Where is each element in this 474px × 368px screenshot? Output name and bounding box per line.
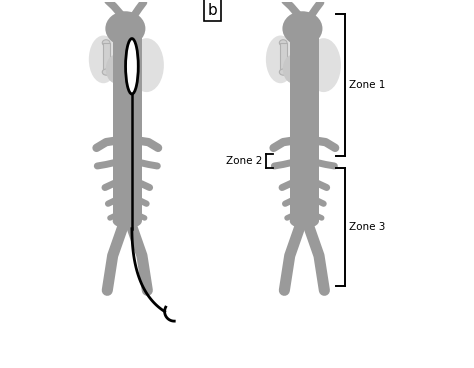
Text: b: b bbox=[208, 3, 218, 18]
Ellipse shape bbox=[293, 132, 315, 149]
Ellipse shape bbox=[283, 11, 322, 46]
Ellipse shape bbox=[102, 40, 110, 46]
Ellipse shape bbox=[117, 132, 138, 149]
Text: Zone 1: Zone 1 bbox=[349, 80, 386, 90]
Ellipse shape bbox=[296, 214, 313, 228]
Text: Zone 2: Zone 2 bbox=[226, 156, 262, 166]
Ellipse shape bbox=[279, 40, 287, 46]
Ellipse shape bbox=[279, 69, 287, 75]
Ellipse shape bbox=[129, 38, 164, 92]
Ellipse shape bbox=[301, 63, 319, 87]
Ellipse shape bbox=[89, 35, 118, 83]
Ellipse shape bbox=[306, 38, 341, 92]
Ellipse shape bbox=[290, 29, 319, 43]
Ellipse shape bbox=[118, 154, 137, 169]
Ellipse shape bbox=[119, 214, 136, 228]
Ellipse shape bbox=[113, 29, 142, 43]
Ellipse shape bbox=[106, 54, 128, 84]
Bar bbox=[103, 43, 109, 72]
Bar bbox=[280, 43, 287, 72]
Ellipse shape bbox=[266, 35, 295, 83]
Bar bbox=[113, 36, 142, 221]
Ellipse shape bbox=[126, 39, 138, 94]
Ellipse shape bbox=[125, 63, 142, 87]
Ellipse shape bbox=[283, 54, 304, 84]
Text: Zone 3: Zone 3 bbox=[349, 222, 386, 232]
Ellipse shape bbox=[290, 214, 319, 229]
Ellipse shape bbox=[113, 214, 142, 229]
Ellipse shape bbox=[295, 154, 314, 169]
Ellipse shape bbox=[102, 69, 110, 75]
Bar bbox=[290, 36, 319, 221]
Ellipse shape bbox=[105, 11, 146, 46]
